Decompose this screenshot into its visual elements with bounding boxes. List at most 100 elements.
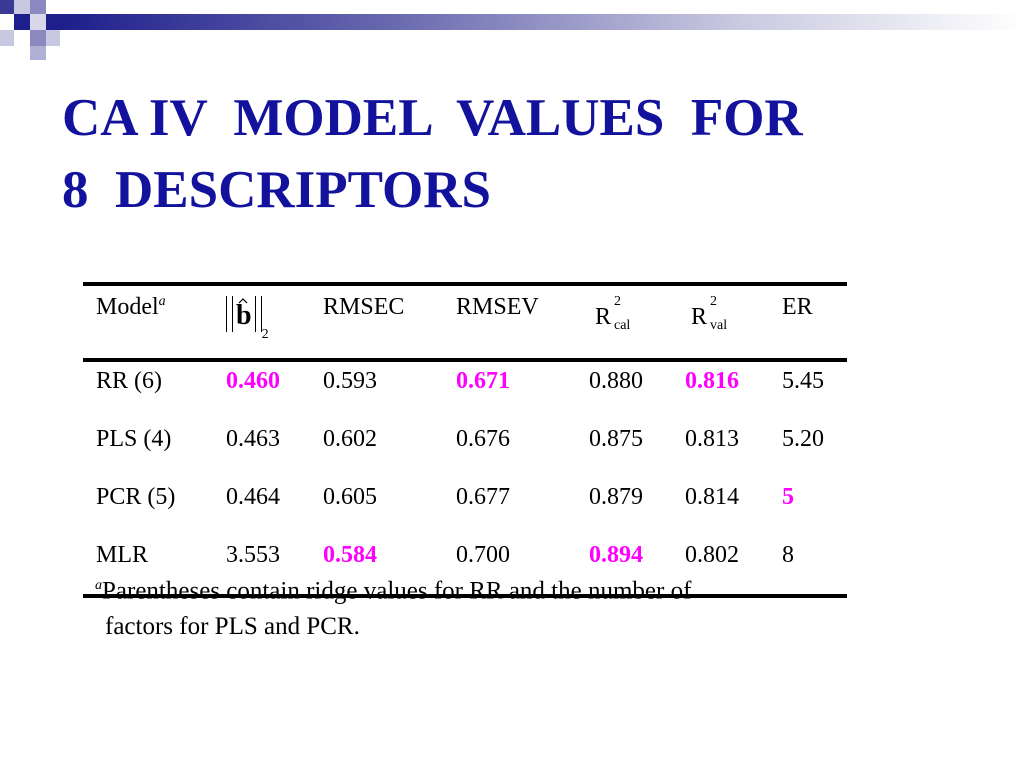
cell-text: 0.813: [685, 426, 739, 452]
table-row: MLR 3.553 0.584 0.700 0.894 0.802 8: [83, 536, 847, 598]
table-cell: 0.584: [310, 536, 443, 598]
decor-square: [46, 30, 60, 46]
decor-square: [30, 46, 46, 60]
table-cell: 3.553: [213, 536, 310, 598]
table-cell: 0.814: [672, 478, 769, 536]
table-row: RR (6) 0.460 0.593 0.671 0.880 0.816 5.45: [83, 360, 847, 420]
table-row: PCR (5) 0.464 0.605 0.677 0.879 0.814 5: [83, 478, 847, 536]
table-cell: 0.676: [443, 420, 576, 478]
cell-text: 0.894: [589, 542, 643, 568]
norm-vector: b: [236, 298, 252, 331]
cell-text: 0.700: [456, 542, 510, 568]
cell-text: 5.45: [782, 368, 824, 394]
table-cell: MLR: [83, 536, 213, 598]
superscript: a: [159, 294, 166, 309]
decor-square: [14, 14, 30, 30]
header-cell: RMSEC: [310, 282, 443, 362]
footnote-text: Parentheses contain ridge values for RR …: [102, 577, 692, 605]
subscript: 2: [261, 327, 269, 342]
results-table: Modela b 2 RMSEC RMSEV R 2 cal R 2 val ER RR (6) 0.46…: [83, 282, 847, 598]
table-cell: RR (6): [83, 360, 213, 420]
cell-text: 0.879: [589, 484, 643, 510]
header-row: Modela b 2 RMSEC RMSEV R 2 cal R 2 val ER: [83, 282, 847, 362]
table-row: PLS (4) 0.463 0.602 0.676 0.875 0.813 5.20: [83, 420, 847, 478]
header-cell: R 2 cal: [576, 282, 672, 362]
footnote-line: factors for PLS and PCR.: [105, 613, 360, 641]
norm-bar: [254, 296, 262, 332]
norm-bar: [226, 296, 233, 332]
header-text: ER: [782, 294, 813, 320]
table-cell: 0.813: [672, 420, 769, 478]
cell-text: 0.814: [685, 484, 739, 510]
table-cell: PCR (5): [83, 478, 213, 536]
cell-text: 0.593: [323, 368, 377, 394]
header-cell: R 2 val: [672, 282, 769, 362]
cell-text: 0.602: [323, 426, 377, 452]
table-cell: 0.802: [672, 536, 769, 598]
cell-text: 0.880: [589, 368, 643, 394]
table-cell: 0.875: [576, 420, 672, 478]
table-cell: 0.605: [310, 478, 443, 536]
cell-text: 0.463: [226, 426, 280, 452]
superscript: 2: [614, 294, 621, 309]
header-text: R: [595, 304, 612, 330]
table-cell: 0.880: [576, 360, 672, 420]
cell-text: MLR: [96, 542, 149, 568]
header-bar: [60, 14, 1024, 30]
superscript-text: a: [158, 294, 166, 309]
title-line: CA IV MODEL VALUES FOR: [62, 89, 803, 147]
footnote-line: aParentheses contain ridge values for RR…: [95, 568, 691, 609]
table-cell: 0.700: [443, 536, 576, 598]
cell-text: 0.584: [323, 542, 377, 568]
cell-text: 0.677: [456, 484, 510, 510]
table-cell: 0.593: [310, 360, 443, 420]
header-text: Model: [96, 294, 159, 320]
table-cell: 8: [769, 536, 847, 598]
table-cell: 0.879: [576, 478, 672, 536]
table-cell: 5.45: [769, 360, 847, 420]
footnote-marker: a: [95, 578, 102, 593]
cell-text: PCR (5): [96, 484, 176, 510]
table-cell: 0.464: [213, 478, 310, 536]
table-cell: 5: [769, 478, 847, 536]
table-cell: 5.20: [769, 420, 847, 478]
table-cell: 0.463: [213, 420, 310, 478]
cell-text: 0.802: [685, 542, 739, 568]
subscript: val: [710, 318, 728, 333]
r-symbol: R 2 val: [691, 294, 727, 333]
r-symbol: R 2 cal: [595, 294, 630, 333]
hat: [238, 298, 248, 304]
table-cell: 0.816: [672, 360, 769, 420]
cell-text: 0.671: [456, 368, 510, 394]
decor-square: [30, 0, 46, 14]
cell-text: 8: [782, 542, 794, 568]
header-text: RMSEV: [456, 294, 539, 320]
header-cell: Modela: [83, 282, 213, 362]
cell-text: 0.464: [226, 484, 280, 510]
decor-square: [14, 0, 30, 14]
cell-text: PLS (4): [96, 426, 172, 452]
decor-square: [0, 0, 14, 14]
header-cell: ER: [769, 282, 847, 362]
subscript: cal: [614, 318, 631, 333]
cell-text: 0.676: [456, 426, 510, 452]
cell-text: 5.20: [782, 426, 824, 452]
table-cell: 0.671: [443, 360, 576, 420]
table-cell: 0.894: [576, 536, 672, 598]
decor-square: [30, 30, 46, 46]
cell-text: RR (6): [96, 368, 162, 394]
table-cell: 0.460: [213, 360, 310, 420]
hat-path: [238, 298, 248, 304]
slide-title: CA IV MODEL VALUES FOR 8 DESCRIPTORS: [62, 82, 803, 226]
cell-text: 3.553: [226, 542, 280, 568]
table-cell: 0.677: [443, 478, 576, 536]
decor-square: [0, 30, 14, 46]
footnote: aParentheses contain ridge values for RR…: [95, 568, 691, 645]
superscript: 2: [710, 294, 717, 309]
cell-text: 0.875: [589, 426, 643, 452]
cell-text: 0.605: [323, 484, 377, 510]
header-text: RMSEC: [323, 294, 405, 320]
